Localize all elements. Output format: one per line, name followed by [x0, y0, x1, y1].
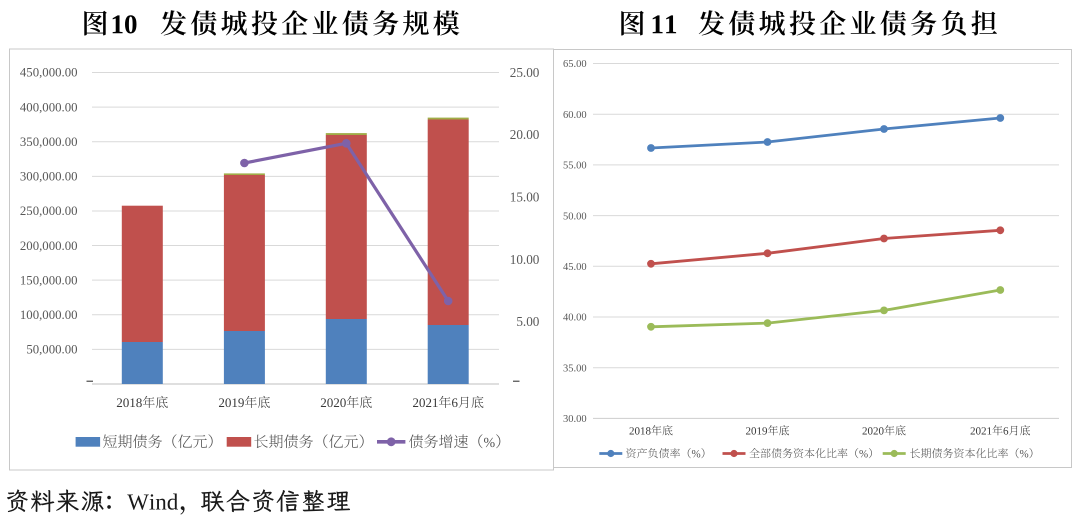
svg-text:60.00: 60.00 — [563, 110, 587, 121]
svg-text:150,000.00: 150,000.00 — [20, 273, 78, 287]
svg-text:45.00: 45.00 — [563, 262, 587, 273]
svg-text:200,000.00: 200,000.00 — [20, 239, 78, 253]
svg-text:55.00: 55.00 — [563, 161, 587, 172]
svg-text:50,000.00: 50,000.00 — [26, 343, 77, 357]
svg-text:20.00: 20.00 — [510, 127, 540, 142]
svg-text:10.00: 10.00 — [510, 252, 540, 267]
svg-text:50.00: 50.00 — [563, 211, 587, 222]
svg-text:25.00: 25.00 — [510, 65, 540, 80]
svg-text:350,000.00: 350,000.00 — [20, 135, 78, 149]
svg-text:300,000.00: 300,000.00 — [20, 170, 78, 184]
svg-text:40.00: 40.00 — [563, 313, 587, 324]
svg-text:30.00: 30.00 — [563, 414, 587, 425]
svg-text:450,000.00: 450,000.00 — [20, 66, 78, 80]
svg-text:15.00: 15.00 — [510, 190, 540, 205]
svg-text:250,000.00: 250,000.00 — [20, 204, 78, 218]
svg-text:35.00: 35.00 — [563, 363, 587, 374]
svg-text:100,000.00: 100,000.00 — [20, 308, 78, 322]
svg-text:65.00: 65.00 — [563, 59, 587, 70]
svg-text:400,000.00: 400,000.00 — [20, 100, 78, 114]
svg-text:5.00: 5.00 — [516, 314, 539, 329]
